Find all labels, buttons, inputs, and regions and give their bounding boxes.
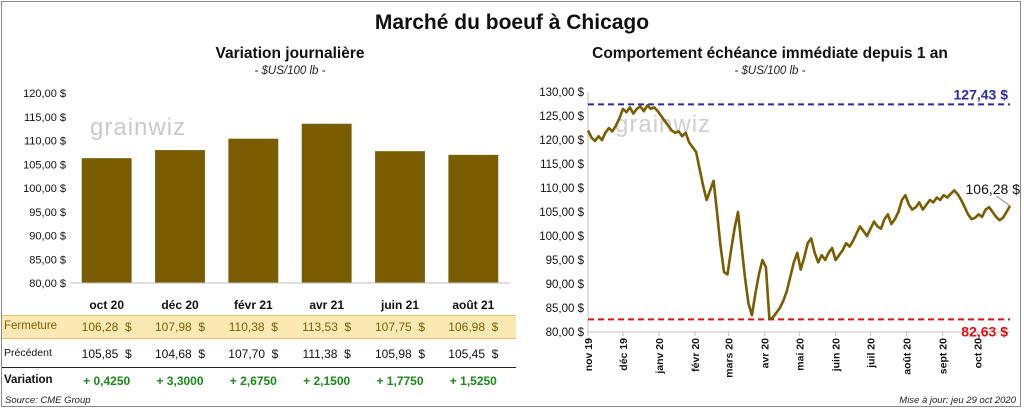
y-tick-label: 105,00 $ xyxy=(23,159,66,171)
y-tick-label: 125,00 $ xyxy=(539,111,584,123)
price-series-line xyxy=(586,104,1012,321)
y-tick-label: 95,00 $ xyxy=(546,255,585,267)
table-cell: + 3,3000 xyxy=(156,374,204,388)
update-note: Mise à jour: jeu 29 oct 2020 xyxy=(899,395,1016,406)
y-tick-label: 80,00 $ xyxy=(546,327,585,339)
y-tick-label: 120,00 $ xyxy=(539,135,584,147)
y-tick-label: 115,00 $ xyxy=(24,112,66,124)
table-cell: + 1,7750 xyxy=(376,374,424,388)
bar xyxy=(228,138,279,283)
table-cell: + 2,1500 xyxy=(303,374,351,388)
table-cell: + 1,5250 xyxy=(449,374,497,388)
y-tick-label: 90,00 $ xyxy=(546,279,585,291)
bar xyxy=(301,123,352,283)
x-tick-label: mai 20 xyxy=(795,338,807,371)
table-cell: 106,98 $ xyxy=(448,320,499,334)
right-chart-unit: - $US/100 lb - xyxy=(734,65,806,77)
x-tick-label: juin 20 xyxy=(831,338,843,372)
x-tick-label: oct 20 xyxy=(972,338,984,369)
table-cell: 110,38 $ xyxy=(228,320,278,334)
row-label-precedent: Précédent xyxy=(4,347,52,359)
table-cell: 105,85 $ xyxy=(81,347,132,361)
y-tick-label: 90,00 $ xyxy=(29,231,66,243)
x-tick-label: mars 20 xyxy=(724,338,736,378)
x-tick-label: déc 19 xyxy=(618,338,630,371)
table-cell: 107,98 $ xyxy=(154,320,206,334)
table-cell: 107,70 $ xyxy=(228,347,279,361)
y-tick-label: 85,00 $ xyxy=(546,303,585,315)
y-tick-label: 80,00 $ xyxy=(29,278,66,290)
source-note: Source: CME Group xyxy=(5,395,91,406)
y-tick-label: 95,00 $ xyxy=(29,207,66,219)
x-tick-label: juil 20 xyxy=(865,338,877,369)
x-tick-label: oct 20 xyxy=(89,298,124,312)
table-cell: 111,38 $ xyxy=(302,347,351,361)
table-cell: 104,68 $ xyxy=(154,347,206,361)
table-cell: 105,98 $ xyxy=(374,347,426,361)
x-tick-label: nov 19 xyxy=(583,338,595,371)
y-tick-label: 85,00 $ xyxy=(29,254,66,266)
bar xyxy=(375,151,425,283)
y-tick-label: 100,00 $ xyxy=(539,231,584,243)
last-value-label: 106,28 $ xyxy=(966,181,1021,197)
x-tick-label: févr 21 xyxy=(234,298,273,312)
table-divider xyxy=(2,367,516,368)
main-title: Marché du boeuf à Chicago xyxy=(374,11,650,34)
table-cell: + 0,4250 xyxy=(83,374,131,388)
max-reference-label: 127,43 $ xyxy=(954,86,1009,102)
row-label-fermeture: Fermeture xyxy=(4,320,58,332)
y-tick-label: 110,00 $ xyxy=(540,183,585,195)
x-tick-label: déc 20 xyxy=(161,298,199,312)
table-cell: 107,75 $ xyxy=(374,320,426,334)
right-chart-title: Comportement échéance immédiate depuis 1… xyxy=(592,45,948,62)
row-label-variation: Variation xyxy=(4,374,53,386)
table-row-fermeture xyxy=(2,315,516,339)
bar xyxy=(155,150,205,283)
left-chart-title: Variation journalière xyxy=(215,45,365,62)
x-tick-label: juin 21 xyxy=(380,298,419,312)
y-tick-label: 110,00 $ xyxy=(24,136,66,148)
x-tick-label: janv 20 xyxy=(654,338,666,375)
x-tick-label: août 21 xyxy=(452,298,494,312)
bar xyxy=(448,154,499,283)
table-cell: 105,45 $ xyxy=(448,347,499,361)
x-tick-label: août 20 xyxy=(902,338,914,375)
y-tick-label: 120,00 $ xyxy=(23,88,66,100)
min-reference-label: 82,63 $ xyxy=(961,323,1008,339)
x-tick-label: févr 20 xyxy=(690,338,702,372)
left-chart-unit: - $US/100 lb - xyxy=(254,65,326,77)
table-cell: 106,28 $ xyxy=(81,320,132,334)
x-tick-label: sept 20 xyxy=(938,338,950,374)
bar xyxy=(81,158,132,283)
y-tick-label: 130,00 $ xyxy=(539,87,584,99)
y-tick-label: 115,00 $ xyxy=(540,159,585,171)
y-tick-label: 100,00 $ xyxy=(23,183,66,195)
table-cell: + 2,6750 xyxy=(229,374,277,388)
y-tick-label: 105,00 $ xyxy=(539,207,584,219)
line-chart-watermark: grainwiz xyxy=(615,111,711,138)
x-tick-label: avr 21 xyxy=(309,298,344,312)
x-tick-label: avr 20 xyxy=(760,338,772,369)
bar-chart-watermark: grainwiz xyxy=(90,114,186,141)
last-value-leader xyxy=(995,195,1011,207)
table-cell: 113,53 $ xyxy=(302,320,352,334)
